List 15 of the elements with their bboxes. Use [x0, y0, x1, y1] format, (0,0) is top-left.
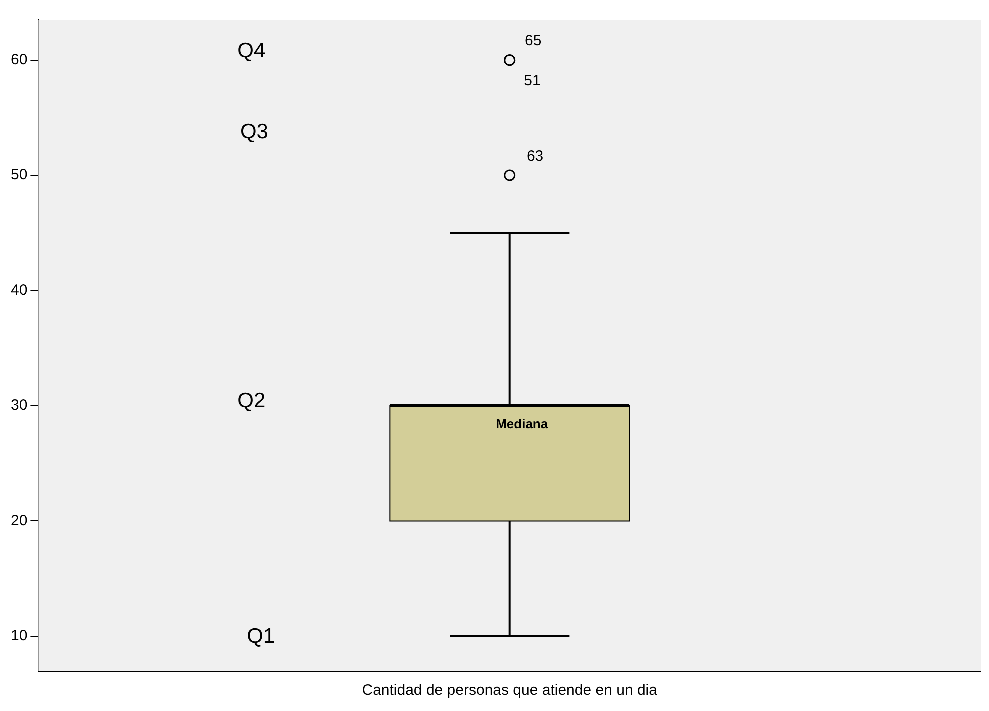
- annotation: Q1: [247, 624, 276, 648]
- y-tick-label: 20: [10, 512, 28, 530]
- y-tick-label: 40: [10, 282, 28, 299]
- y-tick-label: 10: [10, 628, 28, 645]
- annotation: Mediana: [496, 416, 549, 432]
- annotation: 63: [526, 148, 544, 165]
- y-tick-label: 30: [10, 397, 28, 414]
- y-tick-label: 60: [10, 51, 28, 68]
- x-tick-label: Cantidad de personas que atiende en un dia: [362, 682, 658, 700]
- annotation: Q3: [240, 120, 268, 144]
- annotation: Q4: [238, 40, 266, 63]
- y-tick-label: 50: [10, 166, 28, 184]
- annotation: 51: [524, 72, 541, 90]
- annotation: Q2: [238, 389, 266, 412]
- annotation: 65: [525, 32, 542, 50]
